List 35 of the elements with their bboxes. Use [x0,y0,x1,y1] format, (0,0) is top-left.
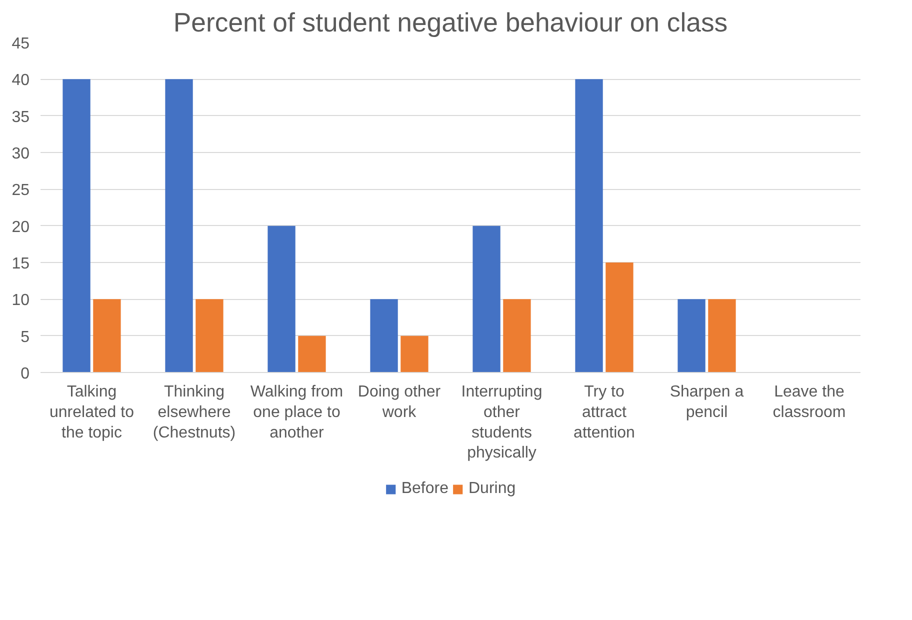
bar [196,299,224,372]
x-tick-label: Talking unrelated to the topic [49,384,134,442]
bar [606,262,634,372]
bar [503,299,531,372]
x-tick-label: Try to attract attention [574,384,635,442]
y-tick-label: 15 [12,256,30,272]
x-tick-label: Sharpen a pencil [670,384,744,421]
legend-label: Before [401,480,448,498]
legend-label: During [468,480,516,498]
y-tick-label: 40 [12,72,30,90]
bar [472,226,500,372]
bar [298,336,326,372]
x-tick-label: Thinking elsewhere (Chestnuts) [152,384,236,442]
bar [62,79,90,372]
y-tick-label: 0 [20,366,30,382]
bar [400,336,428,372]
bar [165,79,193,372]
x-tick-label: Leave the classroom [772,384,846,421]
y-tick-label: 25 [12,182,30,200]
chart-title: Percent of student negative behaviour on class [173,8,728,38]
y-tick-label: 5 [20,328,30,346]
y-tick-label: 20 [12,218,30,236]
x-tick-label: Walking from one place to another [250,384,344,442]
y-tick-label: 45 [12,36,30,52]
bar [370,299,398,372]
x-tick-label: Interrupting other students physically [461,384,542,462]
bar [93,299,121,372]
y-tick-label: 35 [12,108,30,126]
y-tick-label: 10 [12,292,30,310]
bar [678,299,706,372]
x-tick-label: Doing other work [358,384,442,421]
y-tick-label: 30 [12,146,30,162]
bar [268,226,296,372]
bar [575,79,603,372]
bar [708,299,736,372]
